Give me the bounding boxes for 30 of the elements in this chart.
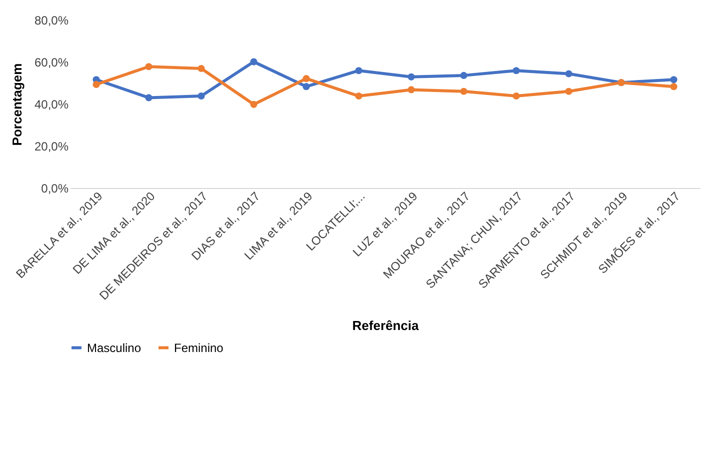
point: [92, 80, 100, 88]
point: [355, 92, 362, 100]
point: [250, 58, 258, 66]
point: [198, 64, 205, 72]
point: [198, 92, 205, 100]
x-axis-title: Referência: [352, 318, 420, 334]
y-tick-label: 40,0%: [34, 98, 69, 112]
point: [512, 92, 520, 100]
y-tick-label: 0,0%: [41, 182, 69, 196]
point: [460, 72, 468, 79]
point: [145, 94, 152, 102]
point: [302, 83, 310, 90]
point: [565, 70, 572, 78]
legend-label: Feminino: [174, 340, 224, 355]
point: [408, 73, 415, 80]
point: [250, 100, 258, 108]
y-tick-label: 60,0%: [34, 56, 69, 70]
point: [145, 63, 152, 70]
y-tick-label: 20,0%: [34, 140, 69, 154]
y-tick-label: 80,0%: [34, 14, 69, 28]
point: [355, 67, 362, 74]
point: [670, 83, 678, 90]
point: [670, 76, 678, 84]
point: [565, 88, 572, 95]
point: [302, 75, 310, 82]
point: [460, 88, 468, 95]
point: [512, 67, 520, 74]
y-axis-title: Porcentagem: [9, 63, 24, 146]
legend-label: Masculino: [87, 340, 142, 355]
point: [408, 86, 415, 94]
